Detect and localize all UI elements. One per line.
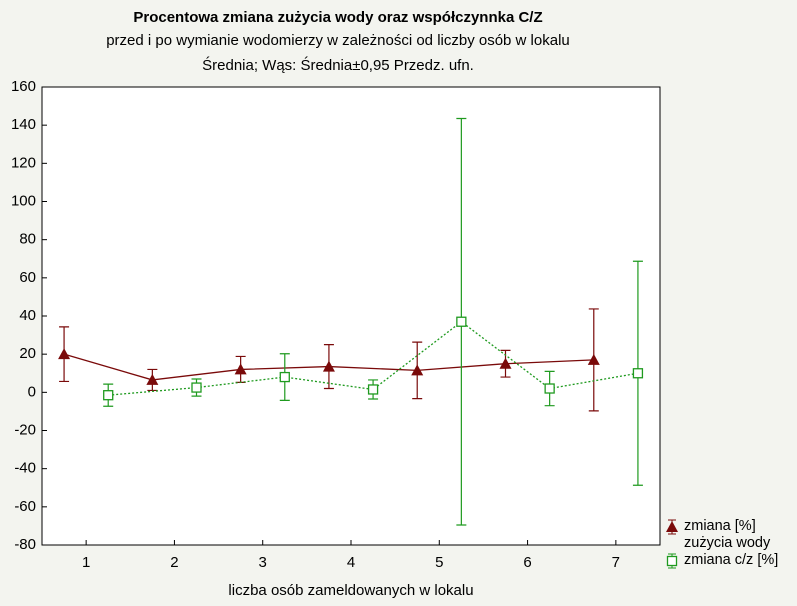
y-tick-label: 0 [28,383,36,400]
y-tick-label: -20 [14,421,36,438]
y-tick-label: 120 [11,154,36,171]
data-point [367,384,379,395]
y-tick-label: 100 [11,192,36,209]
data-point [544,383,555,394]
x-tick-label: 1 [82,554,90,571]
y-tick-label: 140 [11,116,36,133]
data-point [587,353,600,365]
legend-marker [666,521,678,532]
data-point [146,373,159,385]
x-tick-label: 4 [347,554,355,571]
legend-entry: zmiana [%] zużycia wody [664,518,794,552]
legend-label: zmiana c/z [%] [684,552,779,568]
x-tick-label: 2 [170,554,178,571]
legend-label: zmiana [%] zużycia wody [684,518,771,551]
y-tick-label: 60 [19,269,36,286]
data-point [411,364,424,376]
legend: zmiana [%] zużycia wody zmiana c/z [%] [664,518,794,569]
y-tick-label: 80 [19,231,36,248]
data-point [191,382,202,393]
x-tick-label: 6 [523,554,531,571]
data-point [499,357,512,369]
x-tick-label: 5 [435,554,443,571]
chart-title: Procentowa zmiana zużycia wody oraz wspó… [133,9,542,26]
y-tick-label: 20 [19,345,36,362]
y-tick-label: 40 [19,307,36,324]
data-point [279,371,290,383]
x-tick-label: 3 [259,554,267,571]
data-point [632,368,644,379]
y-tick-label: 160 [11,78,36,95]
plot-area [41,86,661,546]
data-point [456,316,467,327]
data-point [103,390,114,401]
legend-entry: zmiana c/z [%] [664,552,794,569]
x-axis-label: liczba osób zameldowanych w lokalu [228,582,473,599]
x-tick-label: 7 [612,554,620,571]
legend-marker [666,555,678,567]
y-tick-label: -60 [14,498,36,515]
data-point [322,360,335,372]
chart-subtitle: przed i po wymianie wodomierzy w zależno… [106,32,570,49]
y-tick-label: -40 [14,460,36,477]
legend-icon [666,519,678,535]
legend-icon [666,553,678,569]
annotation: Średnia; Wąs: Średnia±0,95 Przedz. ufn. [202,56,474,74]
y-tick-label: -80 [14,536,36,553]
data-point [234,363,247,375]
data-point [58,348,71,360]
